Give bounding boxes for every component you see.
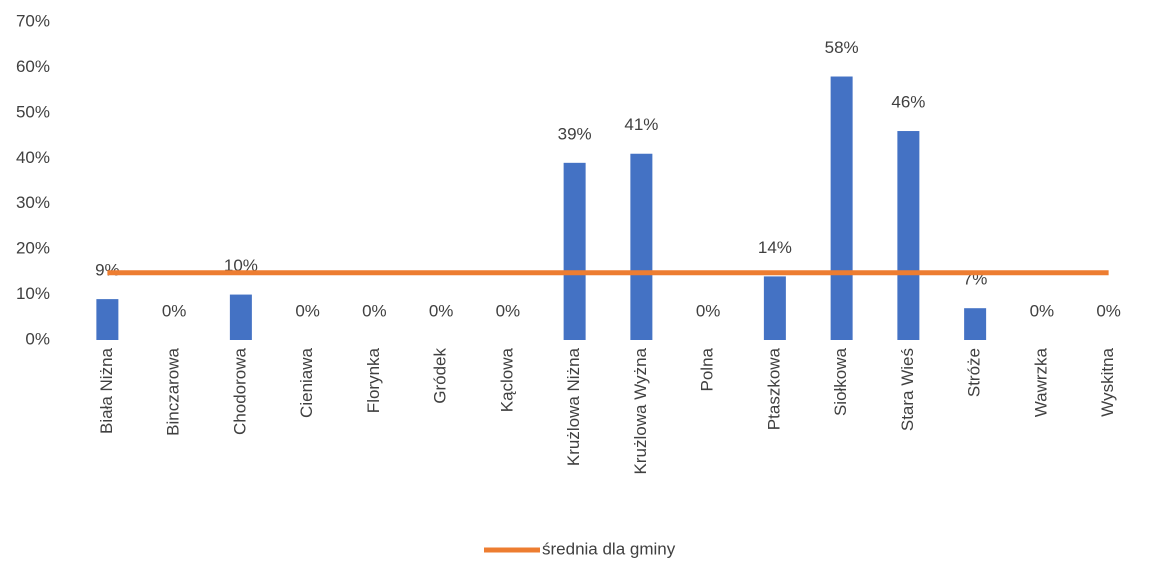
y-tick-label: 40% xyxy=(16,148,50,167)
x-tick-label: Chodorowa xyxy=(230,347,249,434)
x-tick-label: Stara Wieś xyxy=(898,348,917,431)
data-label: 14% xyxy=(758,238,792,257)
legend-label: średnia dla gminy xyxy=(542,539,676,558)
data-label: 0% xyxy=(1096,301,1121,320)
data-label: 0% xyxy=(429,301,454,320)
x-tick-label: Stróże xyxy=(965,348,984,397)
x-tick-label: Ptaszkowa xyxy=(764,347,783,430)
data-label: 9% xyxy=(95,261,120,280)
bar xyxy=(229,294,252,340)
x-tick-label: Wyskitna xyxy=(1098,347,1117,416)
y-tick-label: 60% xyxy=(16,57,50,76)
data-label: 46% xyxy=(891,93,925,112)
y-tick-label: 20% xyxy=(16,239,50,258)
bar xyxy=(630,153,653,340)
x-tick-label: Cieniawa xyxy=(297,347,316,417)
x-tick-label: Florynka xyxy=(364,347,383,413)
bar xyxy=(897,131,920,340)
data-label: 41% xyxy=(624,115,658,134)
y-tick-label: 50% xyxy=(16,102,50,121)
x-tick-label: Biała Niżna xyxy=(97,347,116,434)
x-tick-label: Kąclowa xyxy=(497,347,516,412)
bar xyxy=(96,299,119,340)
x-tick-label: Wawrzka xyxy=(1031,347,1050,417)
data-label: 0% xyxy=(162,301,187,320)
data-label: 58% xyxy=(825,38,859,57)
bar xyxy=(763,276,786,340)
y-tick-label: 10% xyxy=(16,284,50,303)
x-tick-label: Gródek xyxy=(431,348,450,404)
x-tick-label: Polna xyxy=(698,347,717,391)
x-tick-label: Siołkowa xyxy=(831,347,850,416)
data-label: 0% xyxy=(696,301,721,320)
y-tick-label: 70% xyxy=(16,11,50,30)
data-label: 0% xyxy=(496,301,521,320)
bar xyxy=(563,162,586,340)
data-label: 0% xyxy=(1030,301,1055,320)
x-tick-label: Binczarowa xyxy=(164,347,183,435)
bar xyxy=(964,308,987,340)
x-tick-label: Krużlowa Niżna xyxy=(564,347,583,466)
bar xyxy=(830,76,853,340)
data-label: 0% xyxy=(295,301,320,320)
x-tick-label: Krużlowa Wyżna xyxy=(631,347,650,474)
data-label: 39% xyxy=(558,124,592,143)
data-label: 0% xyxy=(362,301,387,320)
y-tick-label: 30% xyxy=(16,193,50,212)
y-tick-label: 0% xyxy=(25,329,50,348)
